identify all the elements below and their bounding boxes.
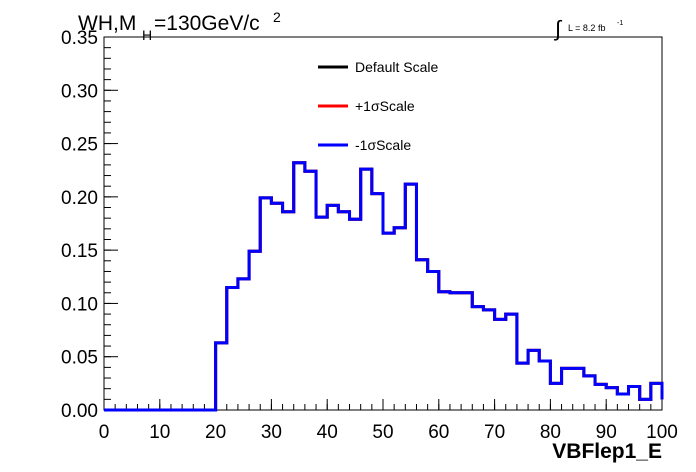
x-tick-label: 60 (428, 422, 449, 443)
y-tick-label: 0.35 (61, 28, 98, 49)
legend-label: +1σScale (355, 98, 415, 114)
x-tick-label: 0 (99, 422, 110, 443)
x-tick-label: 10 (149, 422, 170, 443)
y-tick-label: 0.30 (61, 81, 98, 102)
y-tick-label: 0.10 (61, 294, 98, 315)
chart-title-subscript: H (142, 27, 152, 43)
x-tick-label: 90 (596, 422, 617, 443)
x-tick-label: 70 (484, 422, 505, 443)
x-tick-label: 30 (261, 422, 282, 443)
chart-title: WH,M (78, 12, 136, 35)
lumi-label: L = 8.2 fb (568, 23, 605, 33)
legend-label: Default Scale (355, 59, 438, 75)
lumi-superscript: -1 (617, 20, 623, 27)
series-layer (104, 161, 664, 412)
x-tick-label: 80 (540, 422, 561, 443)
chart-title-rest: =130GeV/c (154, 12, 260, 35)
legend: Default Scale +1σScale -1σScale (318, 59, 438, 153)
x-tick-label: 100 (646, 422, 678, 443)
y-tick-label: 0.15 (61, 241, 98, 262)
series-line-2 (104, 161, 664, 412)
x-tick-label: 20 (205, 422, 226, 443)
y-axis: 0.00 0.05 0.10 0.15 0.20 0.25 0.30 0.35 (61, 28, 118, 422)
y-tick-label: 0.20 (61, 188, 98, 209)
x-axis-title: VBFlep1_E (552, 440, 662, 463)
chart-title-superscript: 2 (273, 9, 281, 25)
x-axis: 0 10 20 30 40 50 60 70 80 90 100 (99, 399, 678, 443)
lumi-integral-symbol: ∫ (553, 16, 563, 41)
y-tick-label: 0.05 (61, 348, 98, 369)
x-tick-label: 50 (372, 422, 393, 443)
legend-label: -1σScale (355, 137, 411, 153)
x-tick-label: 40 (317, 422, 338, 443)
y-tick-label: 0.25 (61, 135, 98, 156)
y-tick-label: 0.00 (61, 401, 98, 422)
